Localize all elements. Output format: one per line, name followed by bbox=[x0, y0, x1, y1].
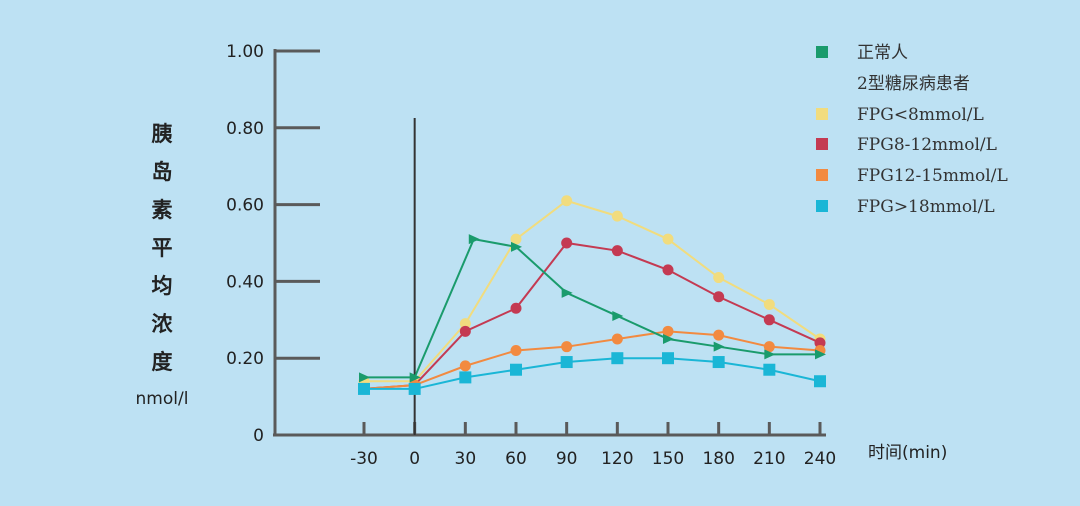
data-point bbox=[814, 375, 826, 388]
legend-label: FPG>18mmol/L bbox=[857, 197, 995, 217]
data-point bbox=[663, 334, 674, 344]
data-point bbox=[611, 245, 623, 257]
data-point bbox=[359, 372, 370, 383]
legend-subtitle: 2型糖尿病患者 bbox=[857, 74, 970, 94]
data-point bbox=[511, 241, 522, 252]
y-tick-label: 0.20 bbox=[226, 349, 264, 369]
y-tick-label: 1.00 bbox=[226, 42, 264, 62]
series-0 bbox=[359, 234, 826, 383]
x-tick-label: 60 bbox=[505, 449, 527, 469]
y-tick-label: 0 bbox=[253, 426, 264, 446]
data-point bbox=[510, 345, 522, 357]
series-line bbox=[363, 330, 821, 390]
data-point bbox=[713, 341, 725, 352]
data-point bbox=[560, 356, 573, 369]
data-point bbox=[409, 372, 421, 383]
legend-swatch bbox=[816, 108, 828, 120]
y-axis-label-char: 平 bbox=[152, 236, 173, 260]
legend-label: FPG<8mmol/L bbox=[857, 105, 984, 125]
data-point bbox=[713, 272, 725, 284]
legend-swatch bbox=[816, 169, 828, 181]
data-point bbox=[561, 237, 573, 249]
legend-label: FPG8-12mmol/L bbox=[857, 135, 997, 155]
x-tick-label: 180 bbox=[702, 449, 734, 469]
data-point bbox=[408, 382, 421, 395]
data-point bbox=[662, 325, 674, 337]
y-axis-label-char: 素 bbox=[152, 198, 173, 222]
data-point bbox=[459, 371, 472, 384]
data-point bbox=[358, 382, 370, 395]
data-point bbox=[510, 302, 522, 314]
x-tick-label: 120 bbox=[601, 449, 633, 469]
series-line bbox=[364, 357, 821, 390]
data-point bbox=[712, 356, 725, 369]
series-line bbox=[364, 238, 820, 379]
x-axis-label: 时间(min) bbox=[868, 443, 947, 463]
y-axis-label-char: 均 bbox=[152, 274, 173, 298]
data-point bbox=[459, 318, 471, 330]
y-axis-label-char: 度 bbox=[152, 350, 173, 374]
x-tick-label: 240 bbox=[804, 449, 836, 469]
data-point bbox=[611, 210, 623, 222]
legend-swatch bbox=[816, 200, 828, 212]
x-tick-label: 0 bbox=[409, 449, 420, 469]
data-point bbox=[764, 349, 776, 360]
y-axis-unit: nmol/l bbox=[136, 389, 189, 409]
legend-swatch bbox=[816, 138, 828, 150]
data-point bbox=[561, 287, 573, 298]
x-tick-label: 210 bbox=[753, 449, 785, 469]
legend: 正常人 2型糖尿病患者 FPG<8mmol/L FPG8-12mmol/L FPG12-… bbox=[816, 43, 1008, 217]
y-axis-label-char: 岛 bbox=[152, 160, 173, 184]
data-point bbox=[713, 291, 725, 303]
data-point bbox=[763, 363, 776, 376]
x-axis-ticks: -30 0 30 60 90 120 150 180 210 240 bbox=[350, 422, 836, 469]
y-tick-label: 0.40 bbox=[226, 272, 264, 292]
data-point bbox=[510, 363, 522, 376]
y-tick-label: 0.60 bbox=[226, 196, 264, 216]
series-group bbox=[358, 195, 826, 395]
data-point bbox=[611, 333, 623, 345]
data-point bbox=[561, 341, 573, 353]
data-point bbox=[612, 310, 624, 321]
data-point bbox=[662, 233, 674, 245]
legend-swatch bbox=[816, 46, 828, 58]
x-tick-label: 90 bbox=[556, 449, 578, 469]
legend-label: FPG12-15mmol/L bbox=[857, 166, 1008, 186]
x-tick-label: -30 bbox=[350, 449, 378, 469]
y-axis-label-char: 胰 bbox=[152, 122, 173, 146]
series-4 bbox=[358, 352, 826, 395]
x-tick-label: 30 bbox=[455, 449, 477, 469]
data-point bbox=[814, 337, 826, 349]
x-tick-label: 150 bbox=[652, 449, 684, 469]
y-tick-label: 0.80 bbox=[226, 119, 264, 139]
series-line bbox=[364, 199, 821, 383]
data-point bbox=[713, 329, 725, 341]
data-point bbox=[611, 352, 624, 365]
data-point bbox=[763, 314, 775, 326]
y-axis-label-char: 浓 bbox=[152, 312, 174, 336]
data-point bbox=[662, 352, 674, 365]
series-line bbox=[363, 241, 821, 390]
data-point bbox=[459, 360, 471, 372]
data-point bbox=[763, 298, 775, 310]
data-point bbox=[763, 341, 775, 353]
y-axis-ticks: 0 0.20 0.40 0.60 0.80 1.00 bbox=[226, 42, 320, 446]
legend-label: 正常人 bbox=[857, 43, 908, 63]
data-point bbox=[815, 349, 826, 360]
data-point bbox=[459, 325, 471, 337]
data-point bbox=[468, 234, 480, 245]
data-point bbox=[662, 264, 674, 276]
data-point bbox=[510, 233, 522, 245]
data-point bbox=[561, 195, 573, 207]
